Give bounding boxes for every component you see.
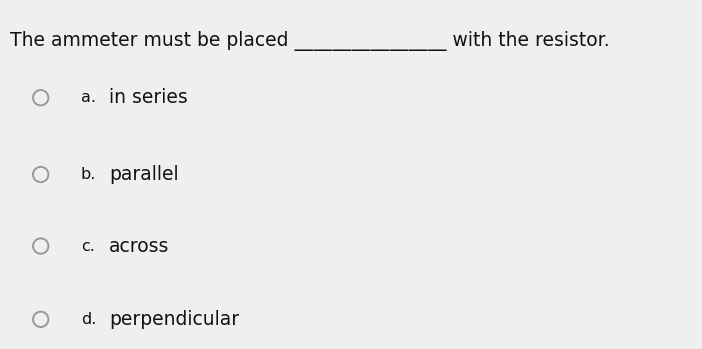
- Text: The ammeter must be placed ________________ with the resistor.: The ammeter must be placed _____________…: [10, 31, 609, 51]
- Text: across: across: [109, 237, 169, 255]
- Text: d.: d.: [81, 312, 96, 327]
- Text: c.: c.: [81, 239, 95, 253]
- Text: parallel: parallel: [109, 165, 178, 184]
- Text: a.: a.: [81, 90, 95, 105]
- Text: perpendicular: perpendicular: [109, 310, 239, 329]
- Text: b.: b.: [81, 167, 96, 182]
- Text: in series: in series: [109, 88, 187, 107]
